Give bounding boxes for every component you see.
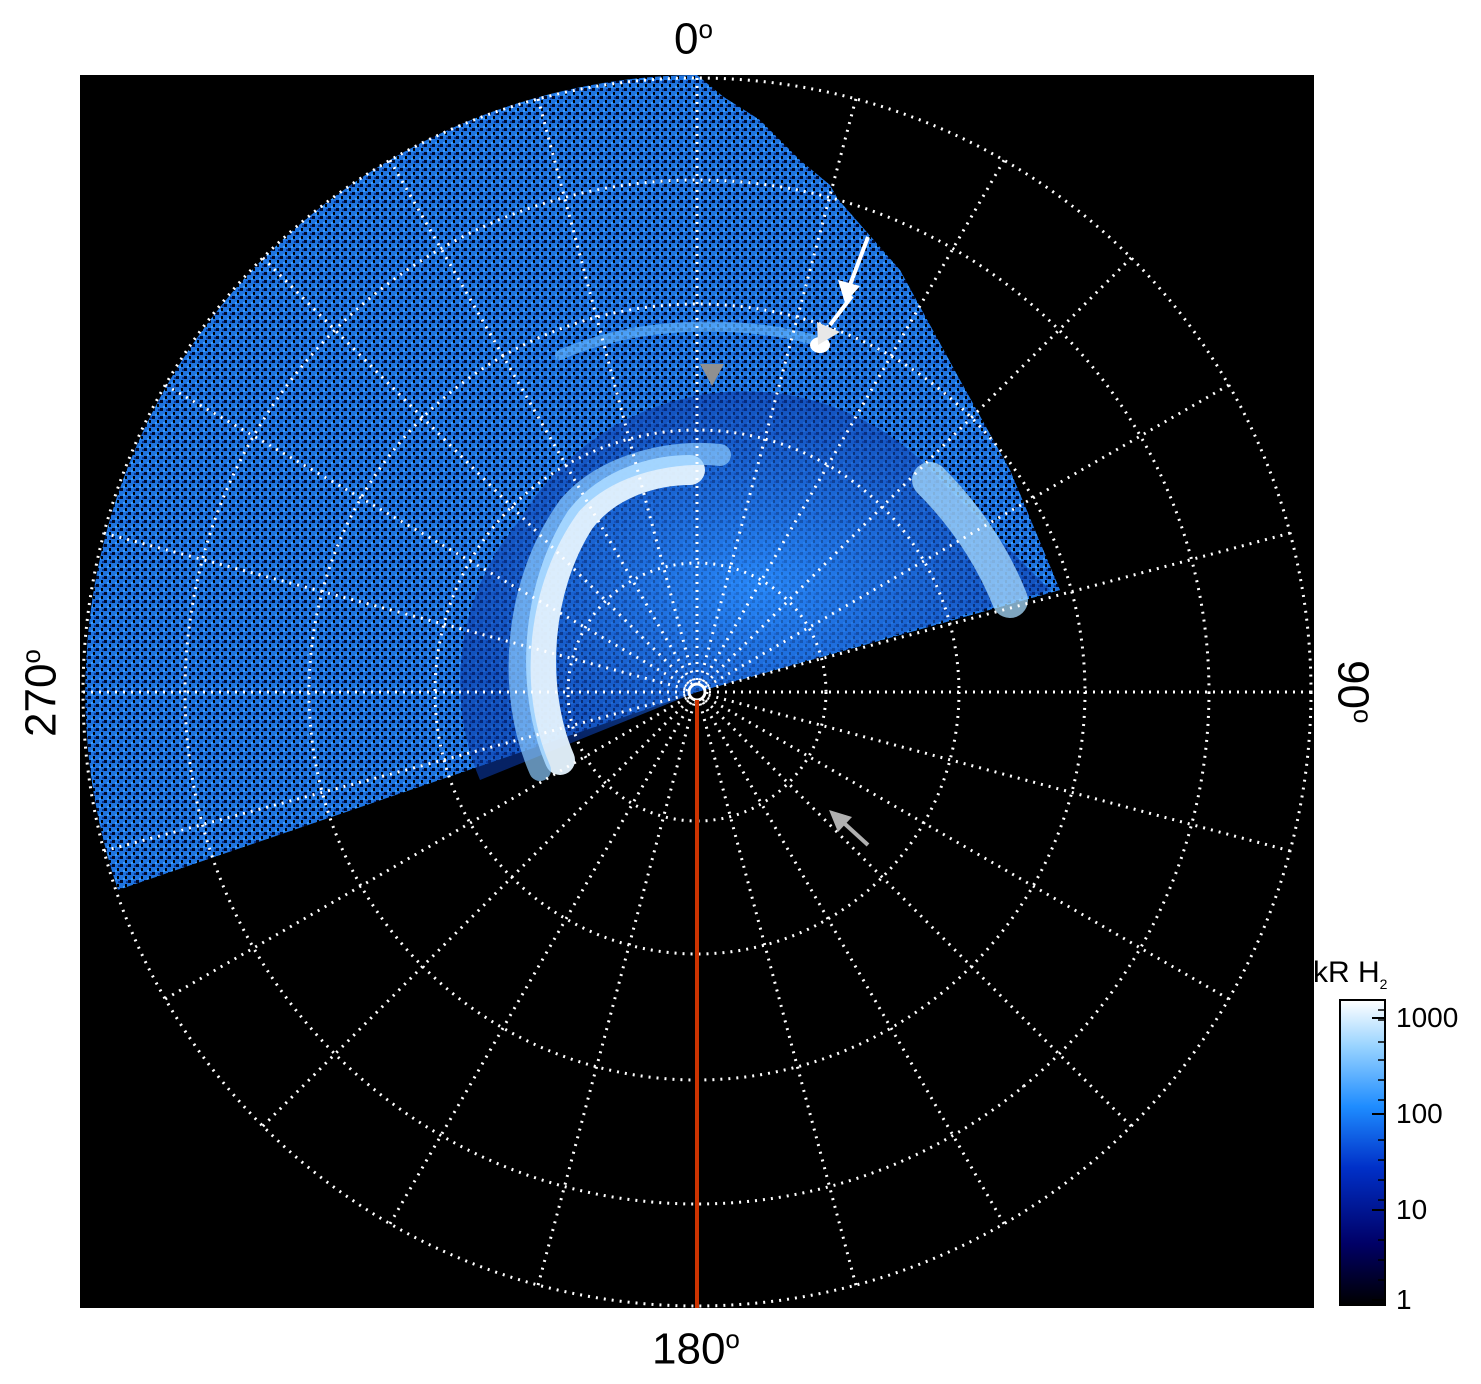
lat-circle — [566, 561, 828, 823]
colorbar-tick-label: 1 — [1396, 1284, 1412, 1315]
colorbar-tick-label: 1000 — [1396, 1002, 1459, 1033]
colorbar-major-ticks — [1372, 1017, 1385, 1301]
colorbar-title: kR H2 — [1313, 956, 1388, 992]
arrowhead-grey-top — [700, 364, 724, 386]
colorbar-tick-label: 100 — [1396, 1098, 1443, 1129]
label-270-deg: 270o — [16, 649, 66, 737]
colorbar-tick-label: 10 — [1396, 1194, 1428, 1225]
auroral-arc-outer — [555, 321, 820, 360]
lat-circle — [183, 178, 1211, 1206]
arrow-white-lower — [817, 294, 854, 345]
bright-spot — [810, 337, 830, 353]
arrow-white-upper — [838, 236, 870, 303]
arrow-grey-lower — [829, 810, 870, 847]
auroral-arc-dawn — [912, 462, 1028, 618]
auroral-oval — [526, 455, 705, 775]
label-180-deg: 180o — [652, 1324, 740, 1374]
label-0-deg: 0o — [674, 14, 713, 64]
colorbar — [1339, 999, 1386, 1306]
colorbar-minor-ticks — [1378, 1009, 1385, 1281]
lat-circle — [685, 680, 709, 704]
label-90-deg: 90o — [1328, 660, 1378, 724]
auroral-oval-halo — [508, 442, 731, 781]
